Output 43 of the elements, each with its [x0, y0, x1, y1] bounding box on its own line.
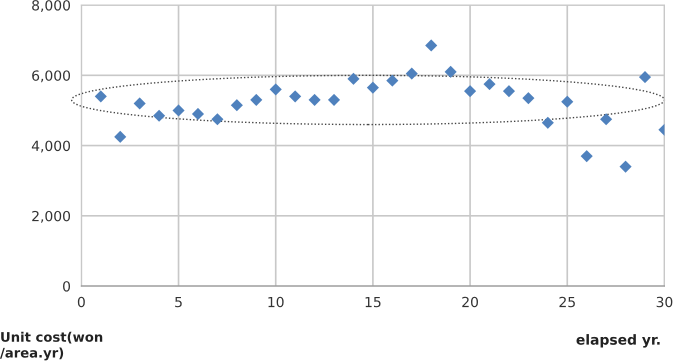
x-tick-label: 0 [78, 296, 85, 308]
point [406, 68, 418, 80]
point [522, 92, 534, 104]
point [308, 94, 321, 106]
point [620, 160, 632, 173]
x-tick-label: 15 [366, 296, 381, 308]
point [211, 113, 224, 126]
point [153, 110, 166, 122]
point [250, 94, 262, 106]
point [172, 104, 185, 117]
point [425, 39, 438, 52]
point [328, 94, 340, 106]
x-tick-label: 20 [462, 296, 478, 308]
point [542, 116, 554, 129]
point [483, 78, 496, 90]
point [270, 83, 282, 96]
point [386, 74, 398, 87]
y-axis-title: Unit cost(won /area.yr) [0, 332, 102, 360]
x-tick-label: 10 [268, 296, 284, 308]
point [561, 96, 574, 108]
point [580, 150, 593, 162]
y-tick-label: 4,000 [32, 140, 70, 152]
point [502, 85, 516, 98]
point [114, 130, 126, 143]
x-tick-label: 25 [559, 296, 575, 308]
y-tick-label: 0 [63, 281, 70, 292]
point [366, 82, 379, 94]
point [638, 71, 652, 84]
y-tick-label: 2,000 [32, 210, 70, 223]
point [347, 72, 360, 85]
y-tick-label: 6,000 [32, 70, 70, 82]
point [600, 113, 612, 126]
point [444, 66, 457, 78]
point [94, 90, 107, 102]
point [192, 108, 204, 120]
point [289, 90, 302, 102]
x-axis-title: elapsed yr. [576, 334, 660, 348]
point [134, 97, 146, 110]
y-tick-label: 8,000 [32, 0, 70, 12]
point [464, 85, 476, 98]
x-tick-label: 5 [175, 296, 182, 308]
x-tick-label: 30 [656, 296, 672, 308]
point [230, 99, 243, 112]
